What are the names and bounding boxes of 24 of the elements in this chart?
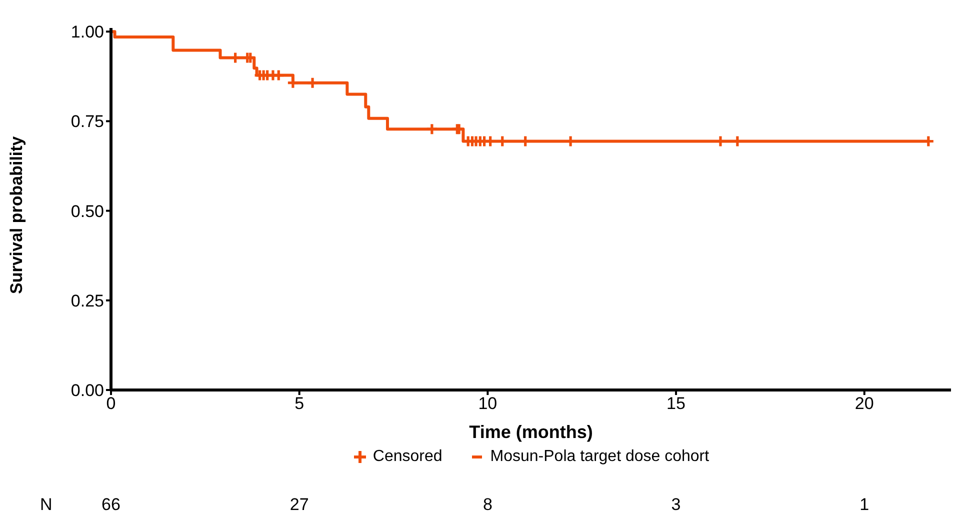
x-tick-label: 0 (106, 394, 116, 414)
x-tick-label: 15 (666, 394, 686, 414)
legend-label: Censored (372, 448, 442, 466)
text: 1 (860, 495, 870, 515)
y-tick-label: 0.00 (70, 381, 104, 400)
text: 8 (482, 495, 492, 515)
y-tick-label: 1.00 (70, 22, 104, 42)
legend-label: Mosun-Pola target dose cohort (490, 448, 710, 466)
y-tick-label: 0.25 (70, 291, 104, 310)
text: 66 (102, 495, 120, 515)
x-tick-label: 10 (478, 394, 498, 414)
text: 27 (290, 495, 309, 515)
y-axis-title: Survival probability (7, 136, 26, 294)
y-tick-label: 0.50 (70, 202, 104, 221)
point (308, 78, 318, 88)
point (426, 124, 437, 134)
y-tick-label: 0.75 (70, 112, 104, 132)
x-tick-label: 20 (854, 394, 874, 414)
point (274, 70, 284, 80)
text: 3 (671, 495, 681, 515)
x-axis-title: Time (months) (469, 422, 593, 442)
point (288, 78, 298, 88)
text: N (40, 495, 52, 515)
x-tick-label: 5 (294, 394, 304, 414)
